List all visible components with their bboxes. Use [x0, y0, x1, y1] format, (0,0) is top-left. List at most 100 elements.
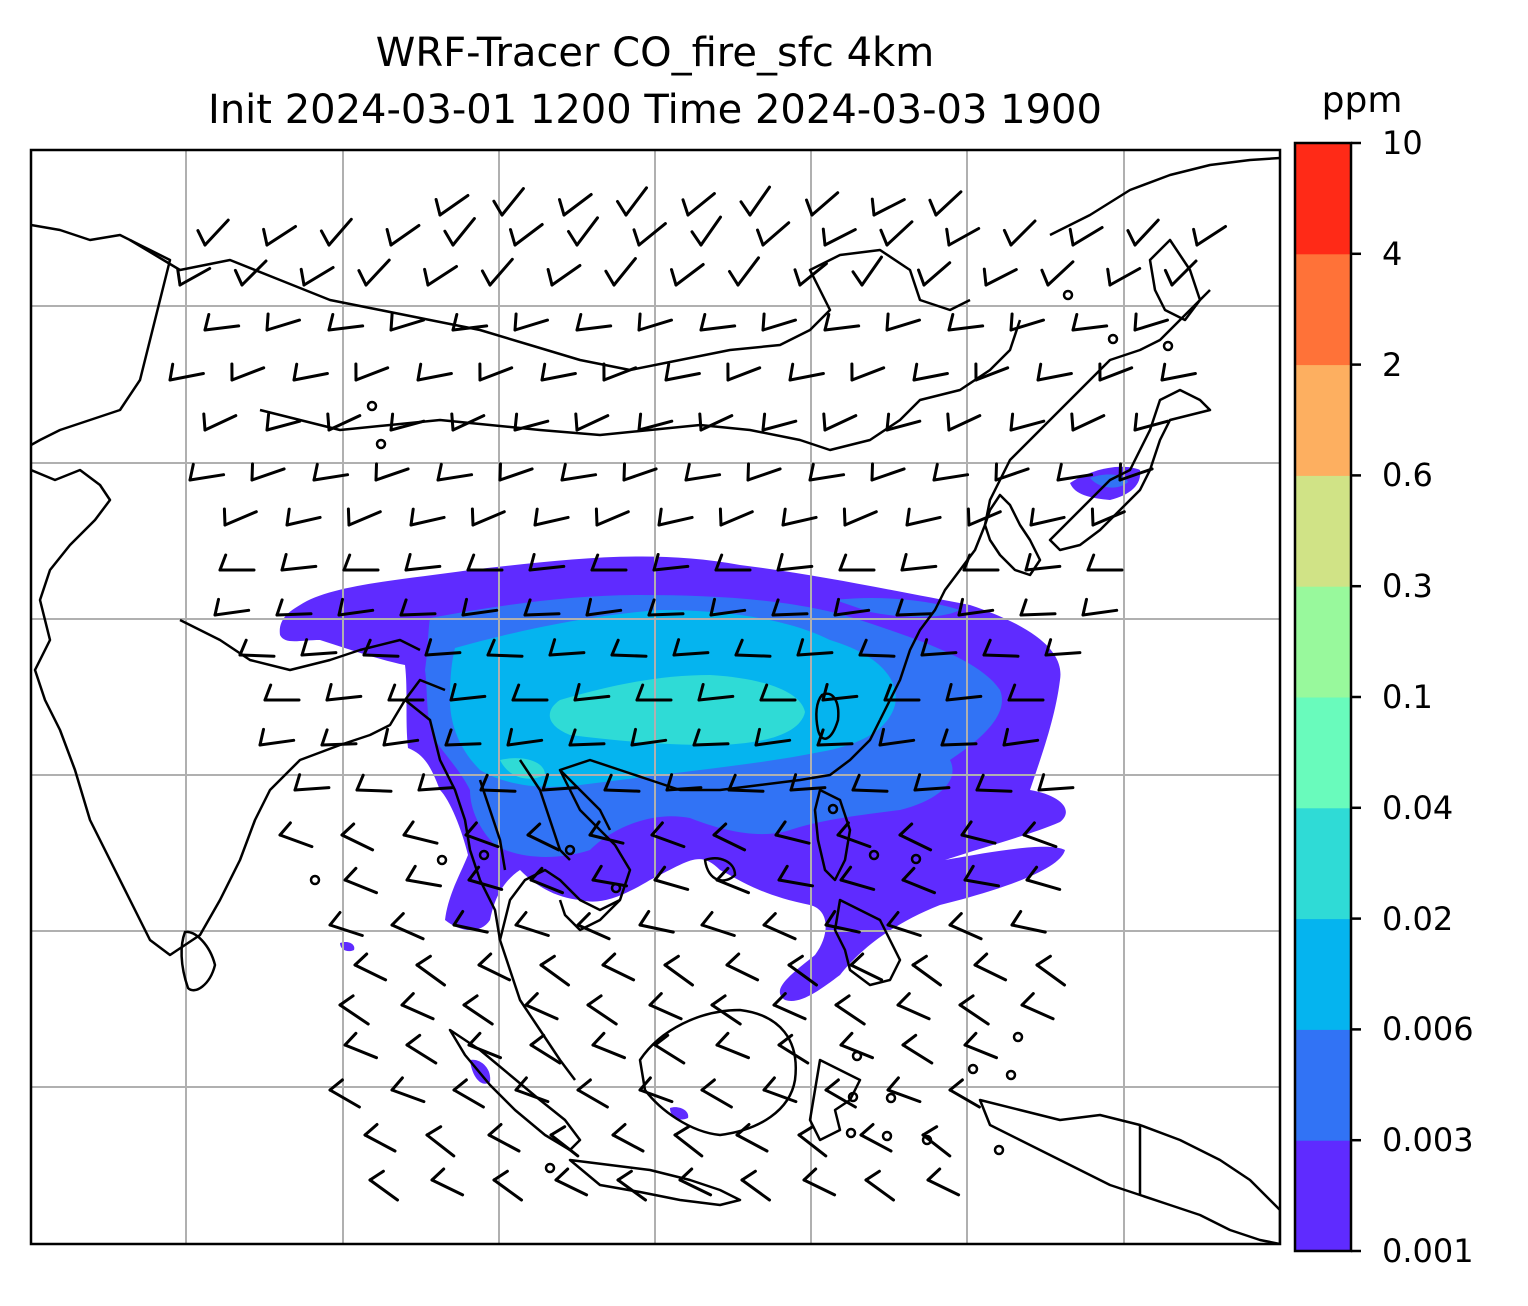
colorbar-swatch	[1295, 807, 1351, 920]
wind-barb-flag	[573, 683, 581, 702]
wind-barb-flag	[787, 954, 804, 967]
wind-barb-flag	[851, 773, 861, 792]
wind-barb-flag	[337, 597, 344, 617]
wind-barb-flag	[434, 198, 442, 217]
wind-barb-shaft	[1036, 372, 1073, 382]
wind-barb-shaft	[761, 221, 791, 247]
wind-barb-flag	[514, 911, 528, 927]
calm-marker	[366, 400, 378, 412]
wind-barb-shaft	[653, 878, 690, 891]
border-china-north	[259, 319, 1022, 452]
wind-barb-shaft	[451, 324, 489, 332]
wind-barb-flag	[399, 598, 408, 617]
wind-barb-shaft	[650, 833, 686, 849]
wind-barb-flag	[793, 268, 802, 287]
wind-barb-shaft	[1170, 259, 1198, 287]
wind-barb-shaft	[678, 1178, 713, 1197]
wind-barb-flag	[905, 507, 911, 527]
wind-barb-shaft	[922, 261, 952, 287]
wind-barb-shaft	[338, 1003, 370, 1026]
wind-barb-flag	[357, 269, 368, 287]
wind-barb-shaft	[637, 419, 674, 432]
wind-barb-shaft	[402, 833, 439, 845]
wind-barb-shaft	[638, 923, 675, 934]
wind-barb-shaft	[526, 833, 561, 852]
wind-barb-shaft	[796, 651, 834, 657]
wind-barb-flag	[653, 865, 667, 882]
wind-barb-flag	[387, 683, 397, 702]
wind-barb-shaft	[761, 419, 798, 432]
wind-barb-flag	[450, 412, 455, 432]
wind-barb-shaft	[178, 267, 212, 287]
border-himalaya	[31, 223, 172, 447]
wind-barb-shaft	[405, 878, 442, 888]
wind-barb-flag	[1086, 553, 1096, 572]
wind-barb-flag	[940, 728, 949, 747]
wind-barb-flag	[789, 773, 798, 792]
wind-barb-shaft	[734, 653, 772, 658]
wind-barb-shaft	[657, 515, 694, 527]
wind-barb-flag	[788, 362, 795, 382]
wind-barb-shaft	[514, 923, 550, 937]
coastline-newguinea	[978, 1098, 1280, 1244]
wind-barb-shaft	[1019, 612, 1057, 617]
wind-barb-flag	[338, 994, 355, 1007]
wind-barb-shaft	[523, 612, 561, 617]
wind-barb-flag	[771, 598, 780, 617]
wind-barb-shaft	[637, 222, 667, 247]
wind-barb-shaft	[1009, 318, 1045, 332]
wind-barb-shaft	[327, 414, 362, 432]
wind-barb-shaft	[588, 833, 625, 845]
wind-barb-shaft	[674, 263, 705, 287]
wind-barb-flag	[712, 822, 728, 837]
wind-barb-flag	[690, 230, 703, 247]
wind-barb-flag	[913, 773, 922, 792]
wind-barb-shaft	[498, 467, 534, 482]
wind-barb-shaft	[692, 742, 730, 747]
wind-barb-shaft	[1133, 318, 1169, 332]
wind-barb-flag	[299, 267, 306, 287]
wind-barb-shaft	[967, 510, 1002, 527]
wind-barb-shaft	[513, 318, 549, 332]
border-laos	[518, 759, 571, 861]
wind-barb-shaft	[562, 193, 593, 217]
wind-barb-flag	[734, 638, 744, 657]
wind-barb-shaft	[665, 786, 703, 792]
wind-barb-shaft	[451, 414, 486, 432]
wind-barb-shaft	[355, 788, 393, 793]
coastline-philippines-luzon	[813, 788, 852, 882]
wind-barb-flag	[796, 638, 805, 657]
wind-barb-flag	[586, 994, 603, 1007]
wind-barb-shaft	[1046, 260, 1075, 287]
border-thailand	[478, 779, 507, 871]
wind-barb-flag	[402, 820, 415, 837]
wind-barb-shaft	[486, 653, 524, 658]
wind-barb-shaft	[878, 738, 916, 747]
wind-barb-flag	[834, 994, 851, 1007]
wind-barb-shaft	[836, 833, 872, 849]
wind-barb-shaft	[1098, 366, 1134, 382]
wind-barb-flag	[842, 507, 847, 527]
wind-barb-shaft	[963, 878, 1000, 888]
wind-barb-flag	[839, 1031, 854, 1047]
wind-barb-flag	[594, 507, 599, 527]
wind-barb-flag	[700, 1078, 716, 1092]
wind-barb-flag	[368, 1169, 385, 1182]
wind-barb-shaft	[726, 366, 762, 382]
wind-barb-shaft	[612, 257, 637, 287]
calm-marker	[564, 844, 576, 856]
wind-barb-flag	[464, 821, 478, 837]
wind-barb-shaft	[575, 414, 610, 432]
wind-barb-flag	[203, 313, 211, 332]
wind-barb-flag	[920, 638, 929, 657]
wind-barb-shaft	[1071, 226, 1104, 247]
wind-barb-flag	[797, 1125, 815, 1137]
wind-barb-flag	[385, 228, 393, 247]
wind-barb-shaft	[772, 1003, 807, 1021]
calm-marker	[845, 1127, 857, 1139]
colorbar-swatch	[1295, 364, 1351, 476]
wind-barb-flag	[1019, 598, 1028, 617]
wind-barb-flag	[805, 198, 814, 217]
wind-barb-flag	[355, 773, 365, 792]
colorbar-tick-label: 0.003	[1382, 1121, 1474, 1160]
